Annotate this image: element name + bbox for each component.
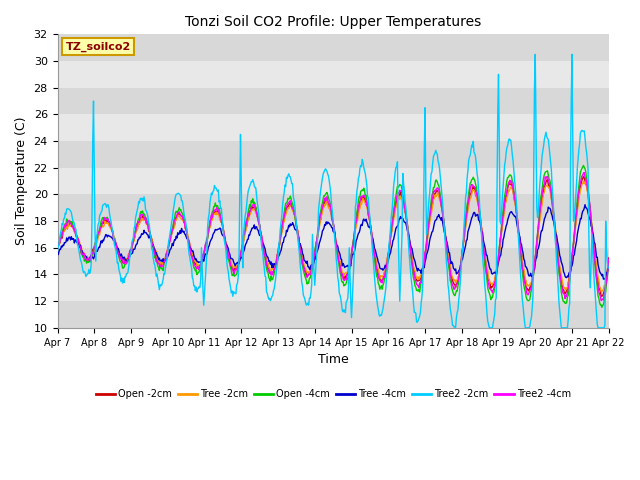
X-axis label: Time: Time <box>318 353 349 366</box>
Bar <box>58 221 609 248</box>
Bar <box>58 194 609 221</box>
Y-axis label: Soil Temperature (C): Soil Temperature (C) <box>15 117 28 245</box>
Bar <box>58 168 609 194</box>
Text: TZ_soilco2: TZ_soilco2 <box>66 42 131 52</box>
Bar <box>58 275 609 301</box>
Bar <box>58 141 609 168</box>
Bar <box>58 114 609 141</box>
Legend: Open -2cm, Tree -2cm, Open -4cm, Tree -4cm, Tree2 -2cm, Tree2 -4cm: Open -2cm, Tree -2cm, Open -4cm, Tree -4… <box>92 385 575 403</box>
Bar <box>58 35 609 61</box>
Bar <box>58 248 609 275</box>
Bar <box>58 88 609 114</box>
Title: Tonzi Soil CO2 Profile: Upper Temperatures: Tonzi Soil CO2 Profile: Upper Temperatur… <box>185 15 481 29</box>
Bar <box>58 301 609 328</box>
Bar <box>58 61 609 88</box>
